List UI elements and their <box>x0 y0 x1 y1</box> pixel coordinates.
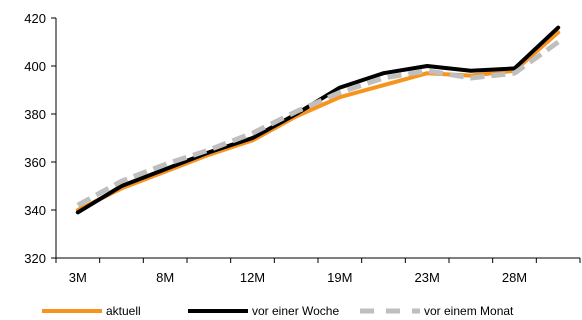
legend: aktuell vor einer Woche vor einem Monat <box>42 304 514 318</box>
legend-label: vor einem Monat <box>424 304 514 318</box>
chart-axes <box>51 17 581 263</box>
x-tick-label: 28M <box>502 270 527 285</box>
x-tick-label: 19M <box>327 270 352 285</box>
x-tick-label: 8M <box>156 270 174 285</box>
y-tick-label: 320 <box>24 251 46 266</box>
y-tick-label: 360 <box>24 155 46 170</box>
series-line <box>75 25 561 215</box>
y-tick-label: 340 <box>24 203 46 218</box>
x-tick-label: 23M <box>415 270 440 285</box>
y-tick-label: 400 <box>24 59 46 74</box>
y-tick-labels: 320 340 360 380 400 420 <box>24 11 46 266</box>
y-tick-label: 420 <box>24 11 46 26</box>
series-lines <box>75 25 561 215</box>
legend-label: vor einer Woche <box>252 304 339 318</box>
legend-label: aktuell <box>106 304 141 318</box>
x-tick-label: 3M <box>69 270 87 285</box>
y-tick-label: 380 <box>24 107 46 122</box>
x-tick-labels: 3M 8M 12M 19M 23M 28M <box>69 270 527 285</box>
x-tick-label: 12M <box>240 270 265 285</box>
series-line <box>76 39 560 208</box>
series-line <box>75 30 561 212</box>
